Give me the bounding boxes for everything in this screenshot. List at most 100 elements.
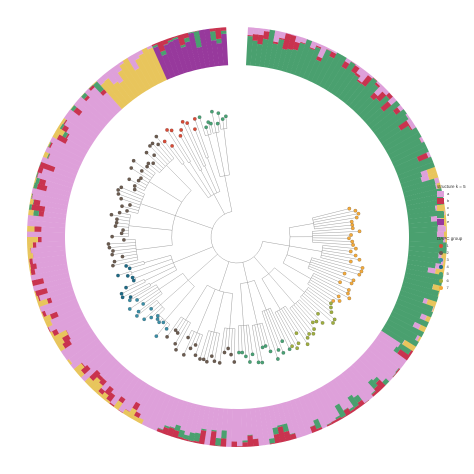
tip-point xyxy=(132,187,137,192)
structure-bar-segment xyxy=(315,45,322,49)
structure-bar-segment xyxy=(44,180,73,193)
structure-bar-segment xyxy=(326,66,347,93)
structure-bar-segment xyxy=(161,426,170,435)
tip-point xyxy=(338,280,342,285)
structure-bar-segment xyxy=(37,166,40,173)
tree-branch xyxy=(320,257,362,268)
tip-point xyxy=(165,128,169,132)
structure-bar-segment xyxy=(436,182,442,189)
structure-bar-segment xyxy=(290,42,306,75)
tree-branch xyxy=(109,242,136,245)
structure-bar-segment xyxy=(57,122,63,129)
tree-branch xyxy=(312,234,350,236)
structure-bar-segment xyxy=(310,390,332,425)
tip-point xyxy=(350,226,355,231)
structure-bar-segment xyxy=(358,355,386,383)
structure-bar-segment xyxy=(35,287,48,297)
tree-branch xyxy=(301,295,333,323)
structure-bar-segment xyxy=(80,362,86,368)
tree-branch xyxy=(322,250,355,256)
structure-legend-item: e xyxy=(437,218,466,225)
tip-point xyxy=(175,331,180,335)
tip-point xyxy=(316,312,320,316)
tip-point xyxy=(193,117,197,121)
structure-bar-segment xyxy=(441,253,447,260)
structure-bar-segment xyxy=(68,337,101,364)
structure-bar-segment xyxy=(302,394,318,421)
structure-bar-segment xyxy=(432,306,435,313)
group-legend-item: 6 xyxy=(437,277,462,284)
structure-bar-segment xyxy=(395,367,400,373)
structure-bar-segment xyxy=(431,306,435,313)
tree-branch xyxy=(307,268,339,282)
structure-bar-segment xyxy=(405,268,444,281)
tree-branch xyxy=(159,318,163,322)
structure-bar-segment xyxy=(35,177,41,184)
structure-bar-segment xyxy=(416,152,429,162)
structure-bar-segment xyxy=(408,125,413,131)
tree-branch xyxy=(195,333,200,344)
structure-bar-segment xyxy=(351,60,357,65)
group-legend-label: 5 xyxy=(446,270,449,276)
tip-point xyxy=(281,351,286,355)
structure-bar-segment xyxy=(330,378,354,410)
tree-branch xyxy=(321,252,359,260)
structure-bar-segment xyxy=(335,416,342,422)
structure-bar-segment xyxy=(35,171,39,178)
structure-bar-segment xyxy=(81,345,107,367)
structure-bar-segment xyxy=(177,436,184,440)
tree-branch xyxy=(175,215,213,229)
tree-connector-arc xyxy=(134,276,137,280)
tree-branch xyxy=(123,253,137,257)
tip-point xyxy=(263,344,268,348)
structure-bar-segment xyxy=(33,182,39,189)
tree-branch xyxy=(113,251,137,255)
structure-bar-segment xyxy=(92,81,105,93)
structure-bar-segment xyxy=(408,237,444,243)
structure-bar-segment xyxy=(45,319,53,328)
tree-branch xyxy=(268,308,282,340)
tip-point xyxy=(347,236,351,241)
structure-bar-segment xyxy=(408,226,438,233)
tip-point xyxy=(280,339,285,343)
tip-point xyxy=(114,220,119,225)
tree-branch xyxy=(308,287,330,303)
tree-branch xyxy=(257,324,263,346)
tip-point xyxy=(329,305,333,310)
structure-bar-segment xyxy=(254,43,263,67)
structure-bar-segment xyxy=(326,48,332,52)
structure-bar-segment xyxy=(42,151,49,159)
structure-bar-segment xyxy=(44,206,68,215)
structure-bar-segment xyxy=(298,395,315,427)
tree-branch xyxy=(303,293,334,319)
structure-bar-segment xyxy=(395,156,434,176)
structure-bar-segment xyxy=(32,252,34,259)
structure-bar-segment xyxy=(338,74,360,101)
structure-bar-segment xyxy=(341,370,369,404)
tip-point xyxy=(212,359,217,364)
tree-branch xyxy=(149,181,182,203)
structure-bar-segment xyxy=(38,210,45,217)
structure-bar-segment xyxy=(38,306,42,313)
structure-bar-segment xyxy=(400,177,423,189)
structure-bar-segment xyxy=(394,302,422,319)
tree-branch xyxy=(184,331,195,354)
tree-branch xyxy=(196,289,216,333)
structure-bar-segment xyxy=(103,92,123,113)
structure-bar-segment xyxy=(385,132,422,156)
structure-bar-segment xyxy=(422,297,429,305)
tree-branch xyxy=(167,324,171,328)
tree-branch xyxy=(310,261,344,274)
structure-bar-segment xyxy=(183,403,197,436)
structure-bar-segment xyxy=(37,298,49,308)
tree-branch xyxy=(137,300,157,316)
tip-point xyxy=(312,327,316,331)
structure-bar-segment xyxy=(201,406,211,430)
structure-bar-segment xyxy=(298,48,315,79)
tip-point xyxy=(353,208,358,213)
structure-bar-segment xyxy=(81,92,88,100)
tree-branch xyxy=(160,280,189,305)
tree-branch xyxy=(219,327,225,362)
structure-bar-segment xyxy=(281,423,289,433)
tip-point xyxy=(170,144,174,148)
